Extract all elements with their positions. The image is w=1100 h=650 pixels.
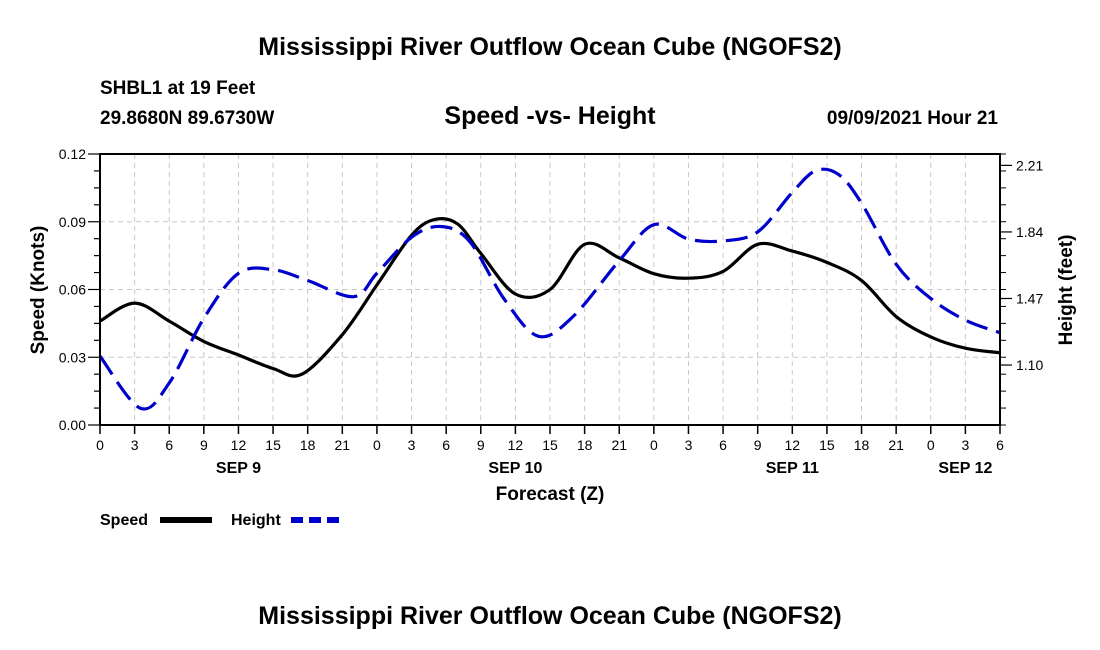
y-left-tick-label: 0.12 (59, 146, 86, 162)
x-date-label: SEP 11 (766, 460, 819, 477)
x-date-label: SEP 10 (488, 460, 542, 477)
x-tick-label: 0 (927, 437, 935, 453)
legend-height-label: Height (231, 512, 281, 529)
series-line-height (98, 167, 1001, 411)
x-tick-label: 6 (442, 437, 450, 453)
footer-title: Mississippi River Outflow Ocean Cube (NG… (258, 602, 841, 630)
x-tick-label: 18 (854, 437, 870, 453)
y-right-tick-label: 1.47 (1016, 290, 1043, 306)
x-axis: 0 3 6 9 12 15 18 21 0 3 6 9 12 15 18 21 0 3 6 9 12 15 18 21 0 3 6S… (96, 425, 1004, 477)
x-tick-label: 3 (131, 437, 139, 453)
forecast-datetime: 09/09/2021 Hour 21 (827, 108, 999, 129)
x-tick-label: 3 (961, 437, 969, 453)
x-tick-label: 9 (754, 437, 762, 453)
x-axis-label: Forecast (Z) (496, 484, 605, 505)
x-tick-label: 6 (165, 437, 173, 453)
y-axis-right: 1.10 1.47 1.84 2.21 (1000, 153, 1043, 426)
x-tick-label: 18 (300, 437, 316, 453)
y-left-tick-label: 0.09 (59, 214, 86, 230)
x-tick-label: 21 (335, 437, 351, 453)
x-tick-label: 0 (650, 437, 658, 453)
y-right-tick-label: 1.10 (1016, 357, 1043, 373)
y-left-tick-label: 0.06 (59, 282, 86, 298)
y-left-tick-label: 0.03 (59, 349, 86, 365)
chart-subtitle: Speed -vs- Height (444, 102, 656, 130)
x-tick-label: 0 (96, 437, 104, 453)
series-line-speed (99, 217, 1001, 378)
y-right-tick-label: 1.84 (1016, 224, 1043, 240)
x-tick-label: 18 (577, 437, 593, 453)
y-right-tick-label: 2.21 (1016, 157, 1043, 173)
y-axis-left: 0.00 0.03 0.06 0.09 0.12 (59, 146, 100, 433)
x-tick-label: 3 (685, 437, 693, 453)
x-date-label: SEP 12 (938, 460, 992, 477)
x-tick-label: 9 (477, 437, 485, 453)
x-tick-label: 12 (231, 437, 247, 453)
y-left-tick-label: 0.00 (59, 417, 86, 433)
x-date-label: SEP 9 (216, 460, 261, 477)
x-tick-label: 0 (373, 437, 381, 453)
legend: Speed Height (100, 512, 343, 529)
chart-title: Mississippi River Outflow Ocean Cube (NG… (258, 33, 841, 61)
x-tick-label: 6 (719, 437, 727, 453)
x-tick-label: 12 (785, 437, 801, 453)
x-tick-label: 15 (819, 437, 835, 453)
x-tick-label: 12 (508, 437, 524, 453)
y-axis-left-label: Speed (Knots) (28, 226, 49, 355)
x-tick-label: 21 (888, 437, 904, 453)
legend-speed-label: Speed (100, 512, 148, 529)
x-tick-label: 9 (200, 437, 208, 453)
station-coordinates: 29.8680N 89.6730W (100, 108, 274, 129)
station-label: SHBL1 at 19 Feet (100, 78, 256, 99)
series-layer (98, 167, 1001, 411)
x-tick-label: 6 (996, 437, 1004, 453)
x-tick-label: 3 (408, 437, 416, 453)
x-tick-label: 21 (611, 437, 627, 453)
y-axis-right-label: Height (feet) (1056, 235, 1077, 346)
x-tick-label: 15 (265, 437, 281, 453)
x-tick-label: 15 (542, 437, 558, 453)
